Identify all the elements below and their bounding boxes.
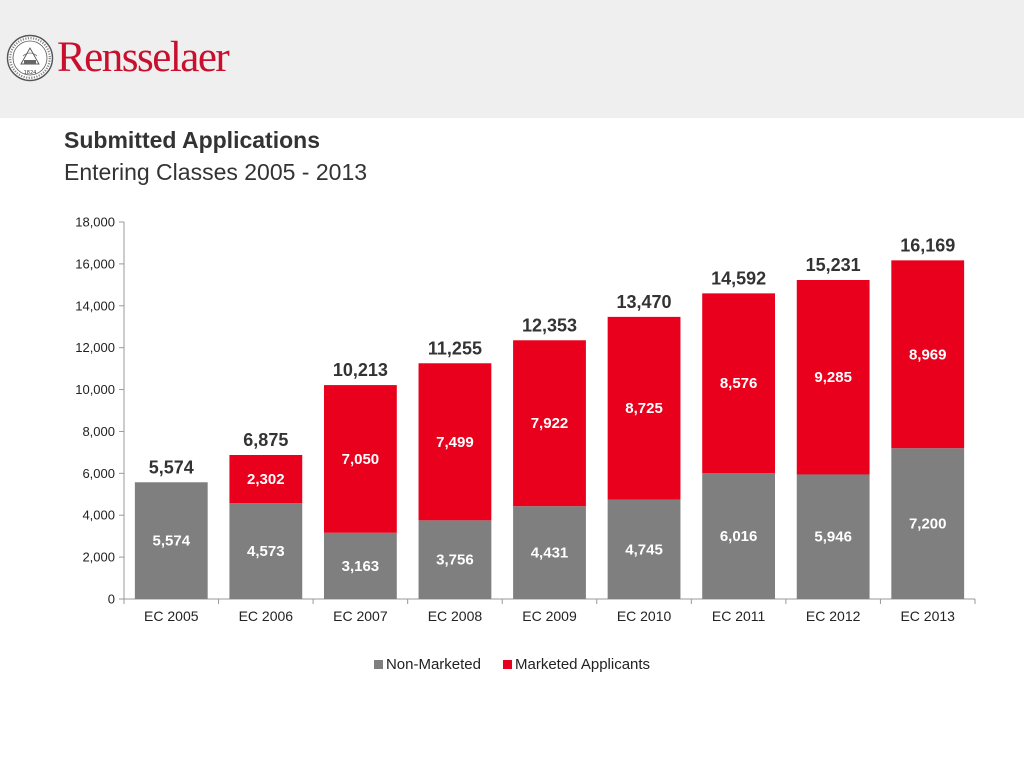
chart-legend: Non-Marketed Marketed Applicants bbox=[0, 656, 1024, 673]
legend-item-marketed: Marketed Applicants bbox=[502, 656, 651, 673]
bar-non-marketed bbox=[323, 532, 397, 599]
x-tick-label: EC 2005 bbox=[144, 608, 199, 624]
x-tick-label: EC 2010 bbox=[617, 608, 672, 624]
y-tick-label: 14,000 bbox=[75, 298, 115, 313]
data-label-non-marketed: 3,163 bbox=[342, 558, 380, 575]
data-label-marketed: 2,302 bbox=[247, 471, 285, 488]
y-tick-label: 8,000 bbox=[82, 424, 115, 439]
rensselaer-seal-icon: 1824 bbox=[6, 34, 54, 82]
y-tick-label: 6,000 bbox=[82, 466, 115, 481]
bar-marketed bbox=[891, 260, 965, 449]
bar-non-marketed bbox=[513, 506, 586, 599]
brand-wordmark: Rensselaer bbox=[57, 34, 230, 81]
bar-marketed bbox=[796, 279, 870, 475]
x-tick-label: EC 2006 bbox=[239, 608, 294, 624]
x-tick-label: EC 2008 bbox=[428, 608, 483, 624]
data-label-marketed: 7,050 bbox=[342, 451, 380, 468]
seal-year: 1824 bbox=[24, 70, 37, 76]
bar-marketed bbox=[229, 455, 303, 504]
x-tick-label: EC 2011 bbox=[712, 608, 766, 624]
data-label-marketed: 9,285 bbox=[814, 369, 852, 386]
bar-non-marketed bbox=[229, 503, 303, 599]
data-label-marketed: 7,499 bbox=[436, 434, 474, 451]
data-label-non-marketed: 4,573 bbox=[247, 543, 285, 560]
y-tick-label: 2,000 bbox=[82, 550, 115, 565]
data-label-marketed: 8,969 bbox=[909, 346, 947, 363]
x-tick-label: EC 2009 bbox=[522, 608, 577, 624]
stacked-bar-chart: 0 2,000 4,000 6,000 8,000 10,000 12,000 14,000 1… bbox=[75, 215, 976, 624]
bar-non-marketed bbox=[134, 482, 208, 599]
data-label-marketed: 7,922 bbox=[531, 415, 569, 432]
y-tick-label: 18,000 bbox=[75, 215, 115, 230]
data-label-total: 10,213 bbox=[333, 360, 388, 380]
bar-marketed bbox=[323, 385, 397, 533]
data-label-total: 13,470 bbox=[617, 292, 672, 312]
data-label-non-marketed: 3,756 bbox=[436, 552, 474, 569]
data-label-non-marketed: 5,574 bbox=[153, 533, 191, 550]
bar-non-marketed bbox=[607, 499, 681, 599]
x-tick-label: EC 2013 bbox=[900, 608, 955, 624]
data-label-marketed: 8,576 bbox=[720, 375, 758, 392]
data-label-total: 14,592 bbox=[711, 268, 766, 288]
bar-marketed bbox=[418, 363, 492, 521]
data-label-non-marketed: 6,016 bbox=[720, 528, 758, 545]
data-label-total: 11,255 bbox=[428, 338, 482, 358]
bar-non-marketed bbox=[891, 448, 965, 599]
bar-marketed bbox=[607, 316, 681, 500]
legend-item-non-marketed: Non-Marketed bbox=[373, 656, 481, 673]
bar-marketed bbox=[702, 293, 776, 473]
data-label-total: 12,353 bbox=[522, 315, 577, 335]
x-tick-label: EC 2007 bbox=[333, 608, 388, 624]
bar-marketed bbox=[513, 340, 586, 507]
bar-non-marketed bbox=[418, 520, 492, 599]
header-band: 1824 Rensselaer bbox=[0, 0, 1024, 118]
data-label-non-marketed: 4,745 bbox=[625, 541, 663, 558]
bar-non-marketed bbox=[796, 474, 870, 599]
x-tick-label: EC 2012 bbox=[806, 608, 861, 624]
data-label-non-marketed: 7,200 bbox=[909, 516, 947, 533]
chart-title: Submitted Applications bbox=[64, 127, 320, 153]
data-label-total: 15,231 bbox=[806, 255, 861, 275]
y-tick-label: 10,000 bbox=[75, 382, 115, 397]
legend-swatch-marketed bbox=[502, 660, 512, 669]
legend-label-non-marketed: Non-Marketed bbox=[385, 656, 481, 673]
data-label-non-marketed: 5,946 bbox=[814, 529, 852, 546]
legend-label-marketed: Marketed Applicants bbox=[514, 656, 651, 673]
data-label-total: 6,875 bbox=[243, 430, 288, 450]
y-tick-label: 16,000 bbox=[75, 256, 115, 271]
chart-subtitle: Entering Classes 2005 - 2013 bbox=[64, 159, 368, 185]
y-tick-label: 4,000 bbox=[82, 508, 115, 523]
y-tick-label: 0 bbox=[108, 592, 115, 607]
data-label-total: 16,169 bbox=[900, 235, 955, 255]
data-label-marketed: 8,725 bbox=[625, 400, 663, 417]
data-label-total: 5,574 bbox=[149, 457, 194, 477]
y-tick-label: 12,000 bbox=[75, 340, 115, 355]
data-label-non-marketed: 4,431 bbox=[531, 545, 569, 562]
legend-swatch-non-marketed bbox=[373, 660, 383, 669]
bar-non-marketed bbox=[702, 472, 776, 599]
